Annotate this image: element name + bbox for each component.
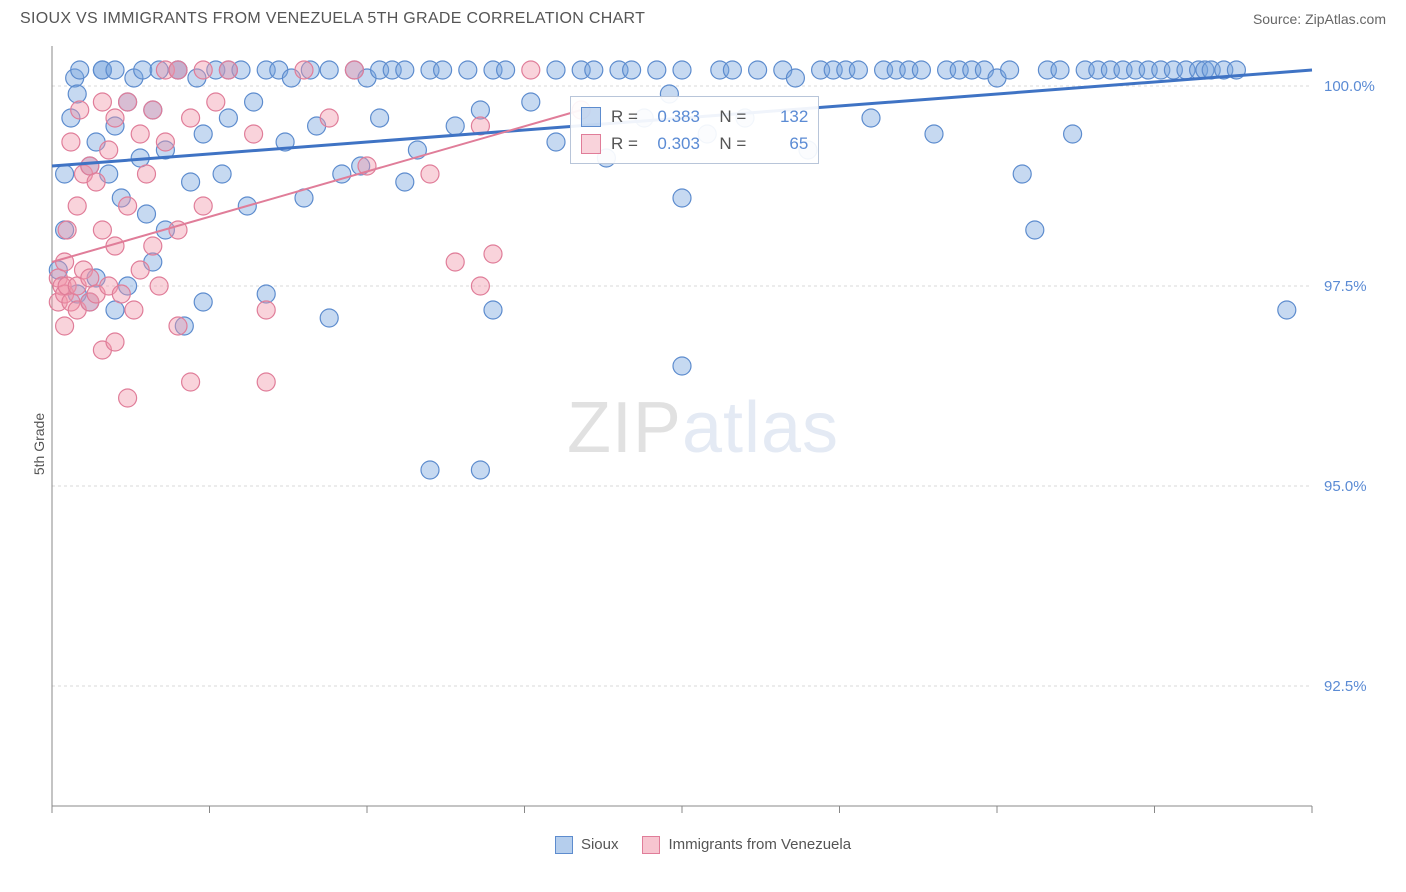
legend-item: Sioux [555,836,619,854]
stat-n-value: 65 [756,130,808,157]
chart-source: Source: ZipAtlas.com [1253,11,1386,27]
svg-text:100.0%: 100.0% [1287,821,1338,824]
chart-header: SIOUX VS IMMIGRANTS FROM VENEZUELA 5TH G… [0,0,1406,34]
stats-row: R = 0.383 N = 132 [581,103,808,130]
stats-row: R = 0.303 N = 65 [581,130,808,157]
legend-label: Sioux [581,836,619,853]
svg-text:92.5%: 92.5% [1324,678,1367,695]
stat-n-value: 132 [756,103,808,130]
stat-n-label: N = [710,130,746,157]
y-axis-label: 5th Grade [31,413,47,475]
stat-r-value: 0.383 [648,103,700,130]
legend-label: Immigrants from Venezuela [668,836,851,853]
stat-n-label: N = [710,103,746,130]
stat-r-label: R = [611,103,638,130]
correlation-stats-box: R = 0.383 N = 132 R = 0.303 N = 65 [570,96,819,164]
svg-text:95.0%: 95.0% [1324,478,1367,495]
chart-title: SIOUX VS IMMIGRANTS FROM VENEZUELA 5TH G… [20,10,645,28]
stat-r-label: R = [611,130,638,157]
svg-text:97.5%: 97.5% [1324,278,1367,295]
svg-text:0.0%: 0.0% [35,821,69,824]
legend-item: Immigrants from Venezuela [642,836,851,854]
legend-swatch [555,836,573,854]
chart-area: 5th Grade 100.0% 97.5% 95.0% 92.5% 0.0% 100.0… [0,34,1406,854]
stats-swatch [581,107,601,127]
stats-swatch [581,134,601,154]
legend-swatch [642,836,660,854]
stat-r-value: 0.303 [648,130,700,157]
legend-bottom: Sioux Immigrants from Venezuela [0,836,1406,854]
svg-text:100.0%: 100.0% [1324,78,1375,95]
